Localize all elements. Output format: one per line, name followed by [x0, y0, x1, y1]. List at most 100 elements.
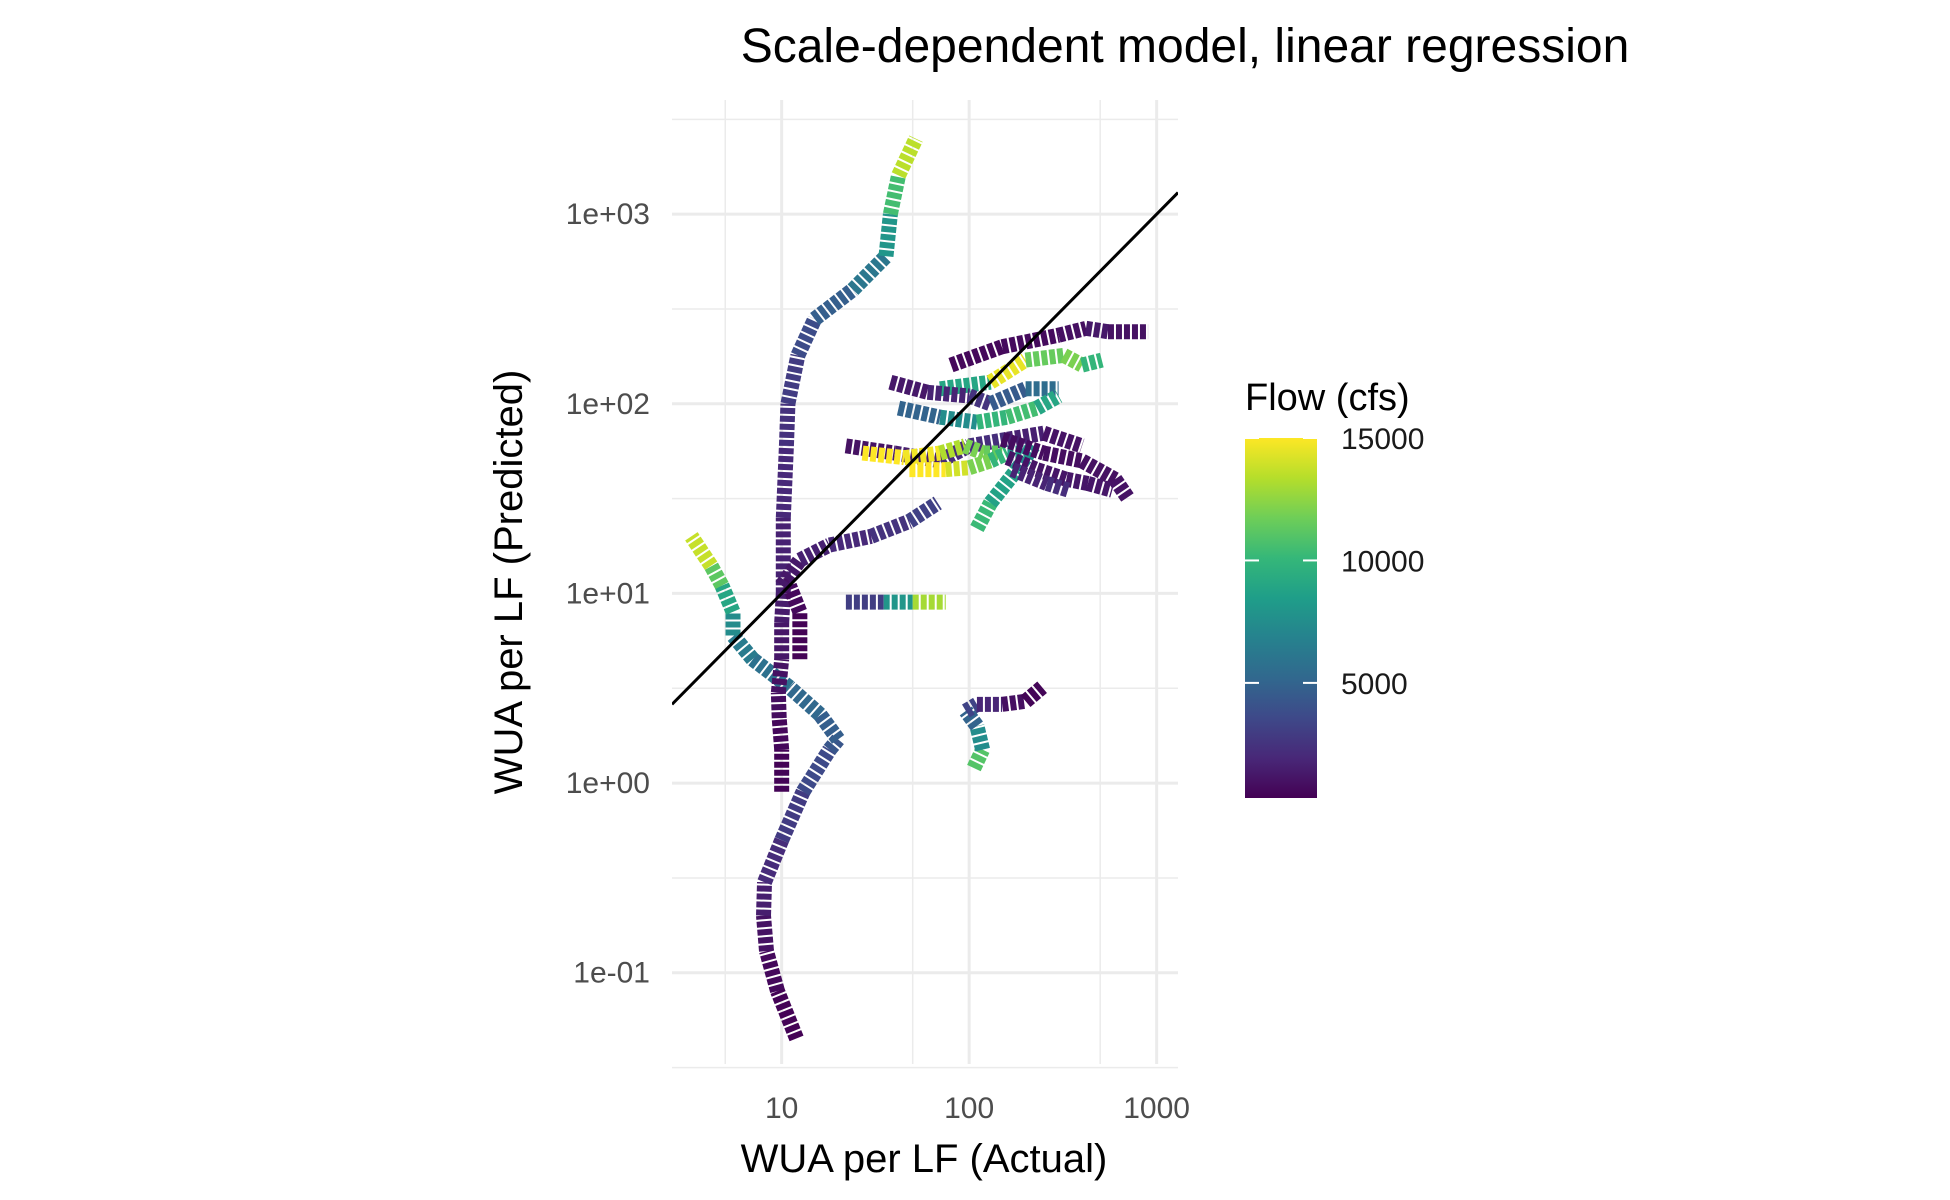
series-segment — [685, 532, 718, 570]
series-segment — [823, 734, 844, 755]
series-segment — [847, 250, 892, 295]
series-segment — [888, 374, 930, 400]
series-segment — [770, 692, 787, 719]
series-segment — [970, 499, 998, 533]
series-segment — [770, 658, 790, 694]
series-segment — [715, 582, 740, 615]
series-segment — [1060, 348, 1086, 372]
series-segment — [1080, 352, 1104, 373]
series-segment — [704, 562, 729, 590]
series-segment — [759, 949, 785, 994]
series-segment — [1041, 426, 1085, 453]
legend-ticks: 5000 10000 15000 — [1245, 423, 1424, 701]
reference-line-y-equals-x — [672, 191, 1178, 706]
series-8 — [939, 347, 1104, 397]
series-segment — [986, 353, 1030, 389]
series-segment — [969, 724, 990, 752]
series-segment — [967, 746, 990, 772]
series-16 — [1009, 462, 1072, 498]
series-segment — [774, 788, 810, 844]
series-segment — [782, 582, 807, 615]
series-segment — [774, 593, 791, 624]
color-legend: Flow (cfs) 5000 10000 15000 — [1245, 377, 1424, 798]
series-segment — [966, 388, 994, 411]
x-tick-label: 10 — [765, 1092, 798, 1125]
series-segment — [967, 431, 1009, 454]
series-segment — [999, 432, 1047, 461]
series-segment — [828, 529, 873, 553]
series-segment — [987, 446, 1011, 468]
series-segment — [780, 353, 806, 406]
y-tick-label: 1e+00 — [566, 767, 650, 800]
y-axis-title: WUA per LF (Predicted) — [487, 370, 531, 795]
series-segment — [757, 837, 789, 886]
series-segment — [796, 538, 833, 567]
series-segment — [926, 384, 970, 404]
series-14 — [999, 432, 1134, 502]
series-segment — [1108, 475, 1134, 502]
series-segment — [868, 514, 913, 544]
series-segment — [796, 745, 836, 796]
series-segment — [810, 283, 858, 325]
series-1 — [685, 532, 845, 1042]
plot-area — [672, 135, 1178, 1042]
series-segment — [987, 381, 1029, 411]
series-segment — [770, 988, 804, 1042]
series-segment — [959, 706, 983, 731]
series-segment — [975, 409, 1009, 430]
series-segment — [896, 400, 942, 425]
series-layer — [685, 135, 1149, 1042]
series-segment — [1044, 476, 1072, 498]
series-segment — [1042, 445, 1084, 469]
series-segment — [784, 681, 825, 721]
x-tick-label: 1000 — [1123, 1092, 1190, 1125]
series-segment — [945, 460, 970, 478]
y-tick-label: 1e+02 — [566, 388, 650, 421]
legend-colorbar — [1245, 438, 1317, 798]
series-segment — [813, 710, 845, 744]
legend-tick-label: 5000 — [1341, 668, 1408, 701]
series-segment — [1085, 476, 1115, 498]
series-segment — [1084, 320, 1110, 340]
series-5 — [959, 681, 1047, 772]
series-7 — [948, 320, 1149, 373]
series-segment — [962, 438, 987, 461]
series-9 — [888, 374, 1059, 411]
series-segment — [1006, 425, 1046, 447]
series-segment — [1009, 462, 1050, 491]
x-tick-label: 100 — [944, 1092, 994, 1125]
series-segment — [778, 403, 796, 447]
series-segment — [939, 409, 978, 430]
series-segment — [883, 173, 906, 216]
series-segment — [771, 717, 790, 751]
legend-title: Flow (cfs) — [1245, 377, 1410, 419]
series-segment — [1020, 681, 1047, 707]
legend-tick-label: 15000 — [1341, 423, 1424, 456]
series-segment — [891, 135, 923, 179]
series-segment — [844, 438, 896, 461]
series-3 — [775, 496, 942, 660]
series-segment — [1004, 450, 1040, 477]
chart-title: Scale-dependent model, linear regression — [741, 20, 1630, 73]
series-segment — [1064, 471, 1090, 491]
series-15 — [1004, 450, 1115, 498]
series-segment — [775, 555, 806, 590]
series-segment — [962, 697, 981, 718]
series-segment — [1001, 693, 1027, 712]
legend-tick-label: 10000 — [1341, 545, 1424, 578]
series-segment — [1078, 454, 1119, 486]
series-segment — [903, 445, 942, 466]
series-segment — [878, 213, 898, 258]
y-tick-label: 1e+01 — [566, 577, 650, 610]
series-segment — [966, 453, 993, 475]
series-segment — [775, 445, 794, 519]
series-10 — [896, 389, 1063, 430]
plot-gridlines — [672, 100, 1178, 1069]
series-segment — [1024, 347, 1065, 368]
series-segment — [756, 881, 773, 916]
y-axis-ticks: 1e-01 1e+00 1e+01 1e+02 1e+03 — [566, 198, 650, 990]
x-axis-title: WUA per LF (Actual) — [741, 1137, 1108, 1181]
series-segment — [791, 315, 822, 359]
series-segment — [948, 339, 1005, 373]
